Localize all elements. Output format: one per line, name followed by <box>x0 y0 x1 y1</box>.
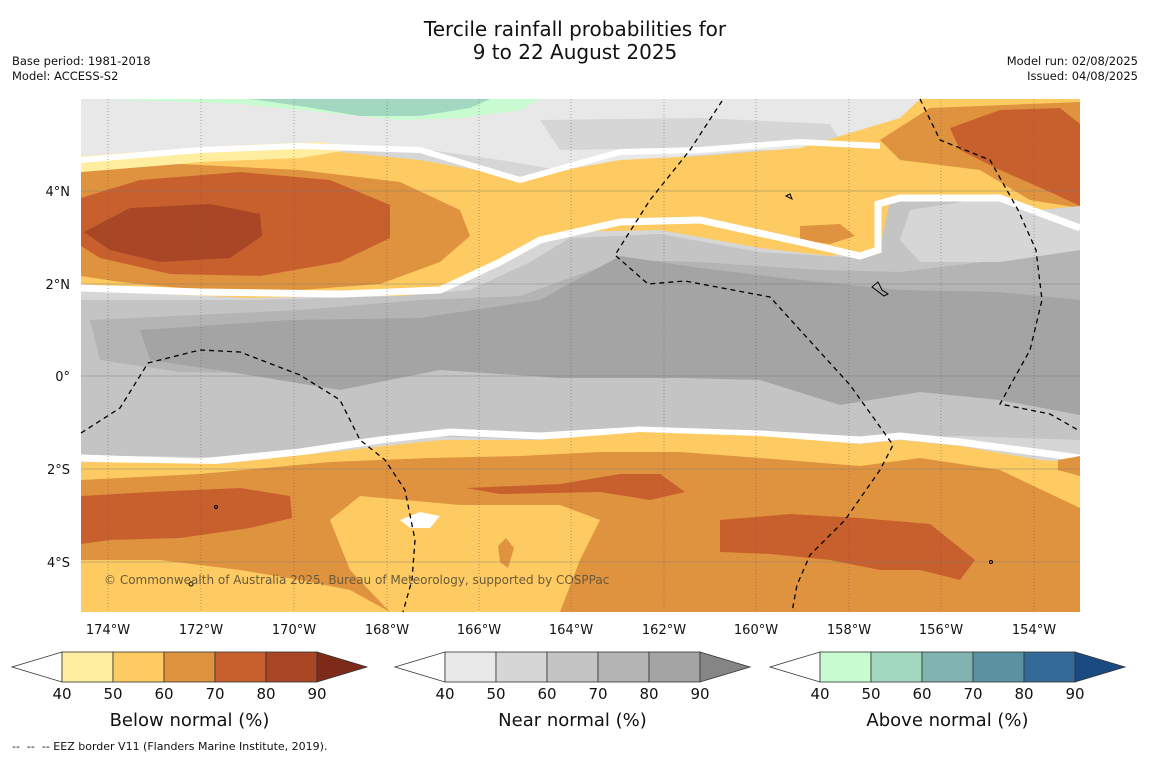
colorbar-segment <box>597 651 650 683</box>
lat-label: 4°S <box>47 556 70 571</box>
meta-right: Model run: 02/08/2025 Issued: 04/08/2025 <box>1007 54 1138 84</box>
latitude-lines <box>81 190 1080 563</box>
lon-label: 156°W <box>919 623 963 638</box>
below-normal-50-southwest <box>81 560 390 612</box>
lat-label: 0° <box>55 370 70 385</box>
colorbar-lower-extend <box>768 651 821 683</box>
colorbar-title: Below normal (%) <box>110 710 270 731</box>
latitude-axis: 4°N 2°N 0° 2°S 4°S <box>46 185 71 571</box>
below-normal-80-north <box>84 204 262 262</box>
meta-left: Base period: 1981-2018 Model: ACCESS-S2 <box>12 54 151 84</box>
colorbar-tick-label: 90 <box>307 685 326 703</box>
lon-label: 154°W <box>1012 623 1056 638</box>
colorbar-tick-label: 40 <box>435 685 454 703</box>
colorbar-tick-label: 80 <box>639 685 658 703</box>
near-normal-80-central <box>140 256 1080 415</box>
colorbar-title: Above normal (%) <box>866 710 1028 731</box>
eez-borders <box>80 98 1079 613</box>
base-period: Base period: 1981-2018 <box>12 54 151 68</box>
below-normal-70-southeast <box>720 514 975 580</box>
colorbar-tick-label: 60 <box>912 685 931 703</box>
colorbar-tick-label: 80 <box>1014 685 1033 703</box>
small-orange-spot <box>498 538 514 568</box>
lon-label: 168°W <box>365 623 409 638</box>
colorbar-tick-label: 70 <box>205 685 224 703</box>
colorbar-lower-extend <box>10 651 63 683</box>
colorbar-2: 40 50 60 70 80 90 Above normal (%) <box>768 651 1127 731</box>
below-normal-60-spot <box>800 224 855 244</box>
below-normal-70-central <box>466 474 685 500</box>
lon-label: 164°W <box>549 623 593 638</box>
lat-label: 2°S <box>47 463 70 478</box>
colorbar-segment <box>921 651 974 683</box>
colorbar-tick-label: 60 <box>537 685 556 703</box>
lon-label: 166°W <box>457 623 501 638</box>
colorbar-segment <box>265 651 318 683</box>
white-gap-north <box>81 194 1080 298</box>
colorbar-upper-extend <box>699 651 752 683</box>
white-gap-top <box>81 138 881 184</box>
below-normal-70-northeast <box>950 108 1080 206</box>
lat-label: 4°N <box>46 185 71 200</box>
colorbars: 40 50 60 70 80 90 Below normal (%) 40 50 60 70 80 90… <box>10 651 1127 731</box>
copyright-notice: © Commonwealth of Australia 2025, Bureau… <box>104 573 609 587</box>
lon-label: 172°W <box>179 623 223 638</box>
colorbar-lower-extend <box>393 651 446 683</box>
colorbar-segment <box>546 651 599 683</box>
longitude-axis: 174°W 172°W 170°W 168°W 166°W 164°W 162°… <box>86 623 1056 638</box>
colorbar-segment <box>61 651 114 683</box>
small-orange-east <box>1058 456 1080 476</box>
colorbar-segment <box>1023 651 1076 683</box>
colorbar-segment <box>870 651 923 683</box>
colorbar-upper-extend <box>1074 651 1127 683</box>
lon-label: 170°W <box>272 623 316 638</box>
colorbar-tick-label: 40 <box>52 685 71 703</box>
colorbar-tick-label: 70 <box>963 685 982 703</box>
colorbar-tick-label: 90 <box>690 685 709 703</box>
below-normal-60-south <box>81 452 1080 612</box>
above-normal-50 <box>250 99 490 116</box>
colorbar-1: 40 50 60 70 80 90 Near normal (%) <box>393 651 752 731</box>
below-normal-40-north <box>81 142 360 174</box>
colorbar-tick-label: 60 <box>154 685 173 703</box>
colorbar-tick-label: 70 <box>588 685 607 703</box>
eez-footnote: -- -- -- EEZ border V11 (Flanders Marine… <box>12 740 328 753</box>
colorbar-tick-label: 90 <box>1065 685 1084 703</box>
issued-date: Issued: 04/08/2025 <box>1027 69 1138 83</box>
probability-field <box>81 99 1080 612</box>
colorbar-segment <box>972 651 1025 683</box>
lon-label: 160°W <box>734 623 778 638</box>
map-title: Tercile rainfall probabilities for 9 to … <box>0 18 1150 64</box>
islands <box>188 193 993 587</box>
colorbar-upper-extend <box>316 651 369 683</box>
title-line-2: 9 to 22 August 2025 <box>472 40 678 64</box>
model-name: Model: ACCESS-S2 <box>12 69 119 83</box>
colorbar-tick-label: 50 <box>861 685 880 703</box>
colorbar-tick-label: 50 <box>486 685 505 703</box>
model-run: Model run: 02/08/2025 <box>1006 54 1138 68</box>
lat-label: 2°N <box>46 278 71 293</box>
lon-label: 158°W <box>827 623 871 638</box>
lon-label: 174°W <box>86 623 130 638</box>
colorbar-segment <box>444 651 497 683</box>
colorbar-tick-label: 80 <box>256 685 275 703</box>
colorbar-tick-label: 50 <box>103 685 122 703</box>
white-gap-south <box>81 426 1080 466</box>
colorbar-segment <box>112 651 165 683</box>
colorbar-segment <box>648 651 701 683</box>
below-normal-70-southwest <box>81 488 292 544</box>
title-line-1: Tercile rainfall probabilities for <box>423 17 727 41</box>
colorbar-segment <box>214 651 267 683</box>
colorbar-segment <box>495 651 548 683</box>
colorbar-segment <box>819 651 872 683</box>
colorbar-segment <box>163 651 216 683</box>
colorbar-0: 40 50 60 70 80 90 Below normal (%) <box>10 651 369 731</box>
lon-label: 162°W <box>642 623 686 638</box>
colorbar-title: Near normal (%) <box>498 710 647 731</box>
colorbar-tick-label: 40 <box>810 685 829 703</box>
